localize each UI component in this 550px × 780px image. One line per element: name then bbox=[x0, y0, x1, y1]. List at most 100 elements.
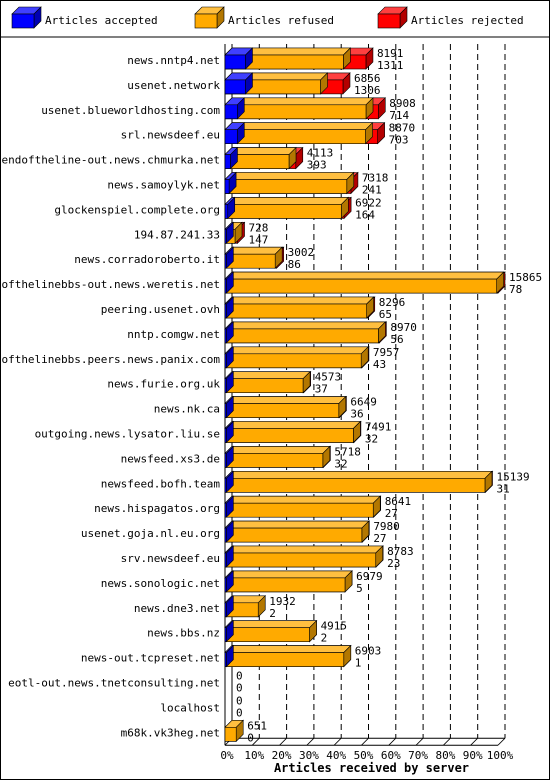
data-label-rejected-13: 43 bbox=[373, 358, 386, 371]
bar-refused-3 bbox=[224, 97, 374, 120]
category-label-19: news.hispagatos.org bbox=[94, 502, 220, 515]
bar-accepted-2-front bbox=[224, 79, 246, 95]
bar-refused-22-top bbox=[224, 570, 353, 579]
bar-accepted-15-front bbox=[224, 403, 227, 418]
bar-accepted-22-front bbox=[224, 577, 227, 593]
bar-accepted-6-front bbox=[224, 179, 230, 194]
data-label-rejected-25: 1 bbox=[355, 657, 362, 670]
bar-refused-22-front bbox=[224, 577, 346, 593]
data-label-rejected-11: 65 bbox=[379, 308, 392, 321]
data-label-total-17: 5718 bbox=[334, 445, 361, 458]
category-label-26: eotl-out.news.tnetconsulting.net bbox=[8, 677, 220, 690]
bar-refused-15-front bbox=[224, 403, 340, 418]
bar-refused-15-top bbox=[224, 396, 347, 404]
bar-refused-17-front bbox=[224, 453, 324, 468]
x-tick-label-6: 60% bbox=[381, 749, 401, 762]
legend-swatch-2-front bbox=[194, 13, 218, 29]
floor-line-4 bbox=[333, 737, 342, 746]
bar-accepted-5-front bbox=[224, 154, 231, 169]
category-label-5: endoftheline-out.news.chmurka.net bbox=[1, 154, 220, 167]
bar-accepted-7-front bbox=[224, 204, 229, 219]
x-tick-label-10: 100% bbox=[487, 749, 514, 762]
data-label-rejected-9: 86 bbox=[288, 258, 301, 271]
category-label-1: news.nntp4.net bbox=[127, 54, 220, 67]
bar-accepted-16 bbox=[224, 420, 235, 444]
bar-refused-7 bbox=[224, 196, 350, 220]
legend: Articles accepted Articles refused Article… bbox=[1, 6, 549, 38]
data-label-rejected-14: 37 bbox=[315, 383, 328, 396]
data-label-total-10: 15865 bbox=[509, 271, 542, 284]
bar-accepted-4-front bbox=[224, 129, 238, 144]
data-label-rejected-6: 241 bbox=[362, 184, 382, 197]
category-label-14: news.furie.org.uk bbox=[107, 378, 220, 391]
legend-swatch-1-front bbox=[11, 13, 35, 29]
bar-accepted-2 bbox=[224, 72, 254, 95]
floor-line-3 bbox=[306, 737, 315, 746]
bar-refused-18-front bbox=[224, 477, 486, 493]
bar-row-27: localhost 00 bbox=[160, 694, 242, 719]
bar-accepted-12 bbox=[224, 321, 235, 344]
bar-refused-11-front bbox=[224, 303, 367, 319]
data-label-rejected-21: 23 bbox=[387, 557, 400, 570]
data-label-rejected-16: 32 bbox=[365, 433, 378, 446]
data-label-rejected-8: 147 bbox=[249, 233, 269, 246]
bar-refused-3-top bbox=[224, 97, 374, 106]
bar-refused-13-front bbox=[224, 353, 362, 369]
floor-line-10 bbox=[497, 737, 506, 746]
data-label-rejected-24: 2 bbox=[321, 632, 328, 645]
data-label-rejected-10: 78 bbox=[509, 283, 522, 296]
x-tick-label-8: 80% bbox=[435, 749, 455, 762]
bar-accepted-19 bbox=[224, 495, 235, 518]
bar-accepted-23-front bbox=[224, 602, 227, 618]
data-label-rejected-20: 27 bbox=[373, 532, 386, 545]
data-label-rejected-17: 32 bbox=[334, 457, 347, 470]
category-label-18: newsfeed.bofh.team bbox=[101, 477, 221, 490]
bar-refused-14-top bbox=[224, 371, 311, 380]
bar-accepted-12-front bbox=[224, 328, 227, 344]
data-label-total-6: 7318 bbox=[362, 172, 389, 185]
data-label-total-4: 8870 bbox=[389, 122, 416, 135]
bar-refused-10-front bbox=[224, 278, 497, 294]
floor-line-7 bbox=[415, 737, 424, 746]
data-label-rejected-4: 703 bbox=[389, 134, 409, 147]
bar-accepted-1-front bbox=[224, 54, 246, 70]
bar-accepted-15 bbox=[224, 395, 235, 419]
bar-refused-20 bbox=[224, 520, 370, 543]
bar-accepted-4 bbox=[224, 121, 246, 145]
data-label-total-5: 4113 bbox=[307, 147, 334, 160]
bar-refused-24 bbox=[224, 619, 318, 643]
bar-refused-19 bbox=[224, 495, 381, 518]
data-label-total-15: 6649 bbox=[350, 396, 377, 409]
floor-line-2 bbox=[279, 737, 287, 746]
x-tick-label-2: 20% bbox=[272, 749, 292, 762]
category-label-7: glockenspiel.complete.org bbox=[54, 203, 220, 216]
bar-accepted-9 bbox=[224, 246, 235, 269]
bar-accepted-18 bbox=[224, 470, 235, 494]
data-label-rejected-7: 164 bbox=[355, 208, 375, 221]
category-label-16: outgoing.news.lysator.liu.se bbox=[35, 428, 220, 441]
bar-accepted-13-front bbox=[224, 353, 227, 369]
legend-swatch-3-front bbox=[377, 13, 401, 29]
category-label-21: srv.newsdeef.eu bbox=[121, 552, 220, 565]
data-label-total-18: 15139 bbox=[497, 470, 530, 483]
x-tick-label-7: 70% bbox=[408, 749, 428, 762]
data-label-total-16: 7491 bbox=[365, 421, 392, 434]
bar-accepted-14-front bbox=[224, 378, 227, 394]
data-label-rejected-2: 1306 bbox=[354, 84, 381, 97]
bar-accepted-23 bbox=[224, 595, 235, 618]
x-tick-label-0: 0% bbox=[220, 749, 234, 762]
bar-refused-25-top bbox=[224, 645, 352, 653]
bar-accepted-8 bbox=[224, 221, 235, 245]
